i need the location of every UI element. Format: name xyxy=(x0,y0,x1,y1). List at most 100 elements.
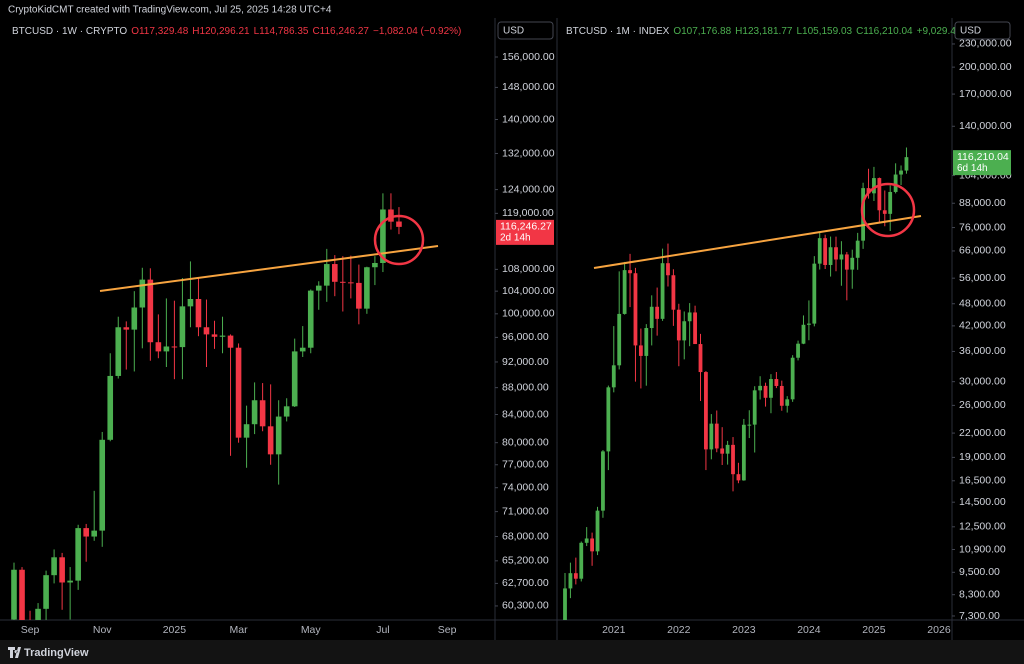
candle-body xyxy=(187,298,194,307)
candles xyxy=(563,147,909,620)
candle-body xyxy=(601,451,605,511)
y-tick-label: 8,300.00 xyxy=(959,588,1000,600)
candle-body xyxy=(131,307,138,330)
candle-body xyxy=(676,309,681,341)
candle-body xyxy=(291,351,298,407)
candle-body xyxy=(563,588,567,620)
candle-body xyxy=(35,608,41,620)
y-tick-label: 74,000.00 xyxy=(502,481,549,493)
candle-body xyxy=(227,335,234,348)
candle-body xyxy=(348,282,354,284)
x-tick-label: Nov xyxy=(93,624,112,636)
candle-body xyxy=(752,390,757,425)
watermark: CryptoKidCMT created with TradingView.co… xyxy=(8,5,332,16)
candle-body xyxy=(299,347,306,352)
x-tick-label: 2024 xyxy=(797,624,821,636)
y-tick-label: 92,000.00 xyxy=(502,356,549,368)
y-tick-label: 88,000.00 xyxy=(959,197,1006,209)
candle-body xyxy=(834,247,838,260)
candle-body xyxy=(839,254,844,260)
candle-body xyxy=(812,263,817,324)
candle-body xyxy=(736,474,741,481)
candle-body xyxy=(725,444,730,454)
candle-body xyxy=(747,424,752,426)
drawings xyxy=(99,182,922,292)
candle-body xyxy=(323,264,330,286)
legend-symbol: BTCUSD · 1W · CRYPTO xyxy=(12,26,127,37)
y-tick-label: 48,000.00 xyxy=(959,298,1006,310)
currency-box xyxy=(497,21,554,40)
candle-body xyxy=(823,238,828,265)
brand-logo xyxy=(8,647,21,658)
pane: BTCUSD · 1M · INDEX O107,176.88 H123,181.7… xyxy=(563,21,1012,636)
candle-body xyxy=(617,313,622,366)
brand: TradingView xyxy=(24,647,89,659)
candle-body xyxy=(872,178,876,194)
candle-body xyxy=(107,375,114,440)
highlight-circle xyxy=(860,182,916,238)
candle-body xyxy=(763,385,768,398)
y-tick-label: 140,000.00 xyxy=(502,113,555,125)
currency: USD xyxy=(960,26,981,37)
candle-body xyxy=(590,538,594,552)
candle-body xyxy=(790,357,795,400)
candle-body xyxy=(123,327,130,330)
y-tick-label: 56,000.00 xyxy=(959,272,1006,284)
x-tick-label: 2023 xyxy=(732,624,756,636)
y-tick-label: 104,000.00 xyxy=(502,285,555,297)
candle-body xyxy=(682,321,687,341)
footer xyxy=(0,640,1024,664)
y-tick-label: 12,500.00 xyxy=(959,521,1006,533)
y-tick-label: 108,000.00 xyxy=(502,263,555,275)
y-tick-label: 16,500.00 xyxy=(959,475,1006,487)
x-tick-label: 2021 xyxy=(602,624,626,636)
last-price-tag xyxy=(496,219,554,245)
candle-body xyxy=(866,188,871,194)
last-price-label: 116,246.27 xyxy=(500,221,552,233)
candle-body xyxy=(99,439,106,531)
candle-body xyxy=(11,569,17,620)
candle-body xyxy=(850,257,855,270)
candle-body xyxy=(714,423,719,449)
candle-body xyxy=(801,324,806,344)
candle-body xyxy=(340,281,346,283)
candle-body xyxy=(660,263,665,319)
candle-body xyxy=(828,247,833,265)
candle-body xyxy=(606,387,611,452)
candle-body xyxy=(59,557,65,583)
legend-high: H123,181.77 xyxy=(735,26,793,37)
candle-body xyxy=(195,298,202,328)
candle-body xyxy=(211,334,218,337)
candle-body xyxy=(203,327,210,335)
legend-low: L114,786.35 xyxy=(254,26,309,37)
highlight-circle xyxy=(373,214,425,266)
candle-body xyxy=(779,385,784,406)
y-tick-label: 124,000.00 xyxy=(502,183,555,195)
countdown: 6d 14h xyxy=(957,163,988,174)
candle-body xyxy=(758,385,763,391)
last-price-label: 116,210.04 xyxy=(957,151,1009,163)
currency: USD xyxy=(503,26,524,37)
candle-body xyxy=(785,399,790,406)
candle-body xyxy=(251,400,258,425)
candle-body xyxy=(139,279,146,308)
candle-body xyxy=(882,210,887,214)
candle-body xyxy=(235,347,242,438)
candle-body xyxy=(219,335,226,337)
legend-high: H120,296.21 xyxy=(192,26,250,37)
y-tick-label: 77,000.00 xyxy=(502,459,549,471)
candle-body xyxy=(844,254,849,270)
candle-body xyxy=(267,426,274,455)
candle-body xyxy=(275,416,282,455)
candle-body xyxy=(579,542,584,579)
candle-body xyxy=(666,263,670,276)
currency-box xyxy=(954,21,1011,40)
x-tick-label: Sep xyxy=(438,624,457,636)
candle-body xyxy=(855,240,860,258)
candle-body xyxy=(796,343,800,358)
y-tick-label: 65,200.00 xyxy=(502,555,549,567)
y-tick-label: 68,000.00 xyxy=(502,530,549,542)
candle-body xyxy=(622,270,627,314)
candle-body xyxy=(573,573,578,579)
candle-body xyxy=(307,290,314,348)
